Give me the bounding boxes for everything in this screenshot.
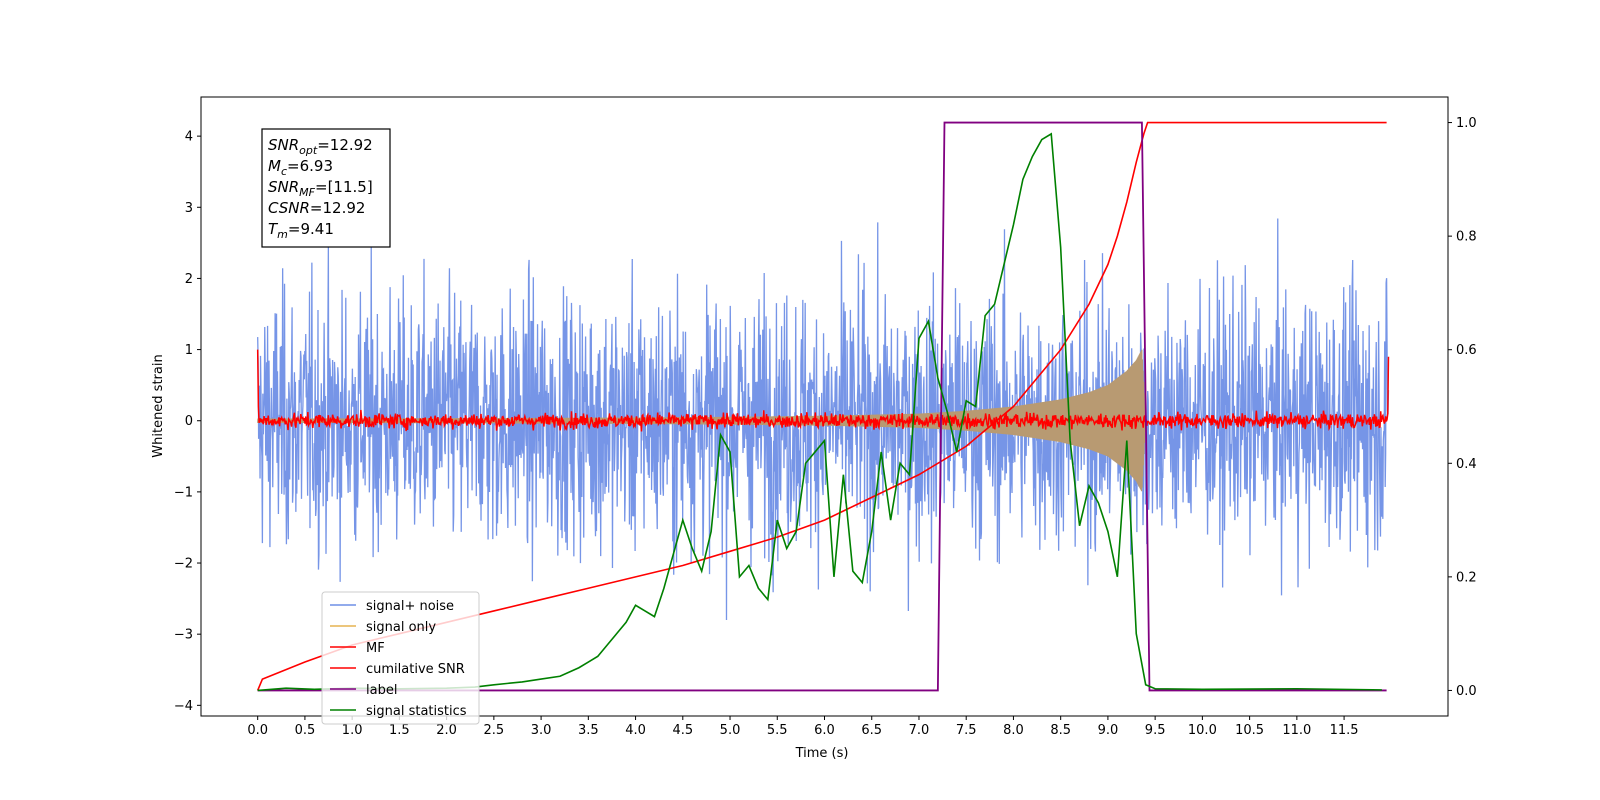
annotation-line: SNRopt=12.92: [268, 136, 373, 157]
x-tick-label: 8.0: [1003, 723, 1024, 738]
x-tick-label: 2.0: [436, 723, 457, 738]
x-tick-label: 5.0: [720, 723, 741, 738]
legend-label: signal statistics: [366, 704, 467, 719]
x-tick-label: 10.5: [1235, 723, 1264, 738]
y2-tick-label: 0.4: [1456, 457, 1477, 472]
snr-annotation-box: SNRopt=12.92Mc=6.93SNRMF=[11.5]CSNR=12.9…: [261, 128, 391, 248]
x-tick-label: 8.5: [1050, 723, 1071, 738]
y-tick-label: 3: [185, 201, 193, 216]
x-tick-label: 2.5: [484, 723, 505, 738]
y-tick-label: −2: [174, 557, 193, 572]
series-signal-statistics: [257, 132, 1382, 692]
y2-tick-label: 0.2: [1456, 570, 1477, 585]
x-tick-label: 0.5: [295, 723, 316, 738]
x-tick-label: 3.0: [531, 723, 552, 738]
y-axis-label: Whitened strain: [151, 354, 166, 457]
annotation-line: Mc=6.93: [268, 157, 333, 178]
annotation-line: SNRMF=[11.5]: [268, 178, 373, 199]
y-tick-label: −3: [174, 628, 193, 643]
x-axis: 0.0 0.5 1.0 1.5 2.0 2.5 3.0 3.5 4.0 4.5 5.0 5.5 6.0 6…: [247, 716, 1359, 738]
x-tick-label: 5.5: [767, 723, 788, 738]
series-mf: [256, 349, 1390, 432]
x-tick-label: 1.5: [389, 723, 410, 738]
legend-frame: [321, 591, 480, 725]
y2-tick-label: 0.0: [1456, 684, 1477, 699]
y2-tick-label: 1.0: [1456, 116, 1477, 131]
x-tick-label: 6.5: [861, 723, 882, 738]
y2-tick-label: 0.6: [1456, 343, 1477, 358]
x-tick-label: 3.5: [578, 723, 599, 738]
legend-label: signal only: [366, 620, 436, 635]
series-label: [257, 121, 1387, 692]
annotation-line: CSNR=12.92: [268, 199, 365, 217]
x-tick-label: 11.5: [1330, 723, 1359, 738]
y-axis-left: −4 −3 −2 −1 0 1 2 3 4: [174, 130, 201, 714]
y-tick-label: −4: [174, 699, 193, 714]
x-tick-label: 10.0: [1188, 723, 1217, 738]
legend: signal+ noise signal only MF cumilative SNR…: [321, 591, 480, 725]
annotation-frame: [261, 128, 391, 248]
x-axis-label: Time (s): [795, 746, 849, 761]
x-tick-label: 7.5: [956, 723, 977, 738]
y-tick-label: 0: [185, 414, 193, 429]
series-signal-noise: [257, 218, 1390, 621]
x-tick-label: 9.0: [1098, 723, 1119, 738]
x-tick-label: 4.0: [625, 723, 646, 738]
x-tick-label: 9.5: [1145, 723, 1166, 738]
y-tick-label: 4: [185, 130, 193, 145]
legend-label: label: [366, 683, 397, 698]
y-axis-right: 0.0 0.2 0.4 0.6 0.8 1.0: [1448, 116, 1477, 699]
x-tick-label: 11.0: [1282, 723, 1311, 738]
y-tick-label: −1: [174, 485, 193, 500]
x-tick-label: 1.0: [342, 723, 363, 738]
legend-label: MF: [366, 641, 385, 656]
x-tick-label: 4.5: [672, 723, 693, 738]
annotation-line: Tm=9.41: [268, 220, 334, 241]
x-tick-label: 6.0: [814, 723, 835, 738]
legend-label: cumilative SNR: [366, 662, 465, 677]
x-tick-label: 0.0: [247, 723, 268, 738]
legend-label: signal+ noise: [366, 599, 454, 614]
y2-tick-label: 0.8: [1456, 230, 1477, 245]
y-tick-label: 1: [185, 343, 193, 358]
y-tick-label: 2: [185, 272, 193, 287]
x-tick-label: 7.0: [909, 723, 930, 738]
